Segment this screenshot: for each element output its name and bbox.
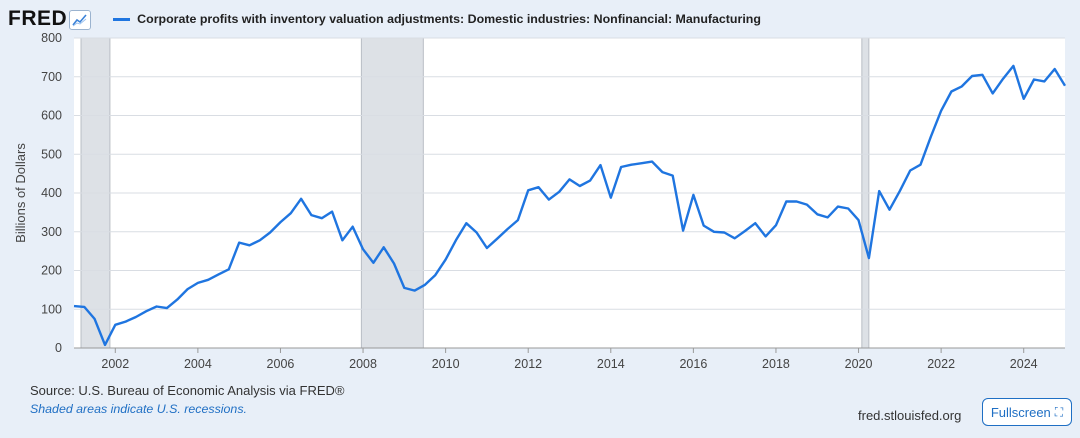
y-tick-labels: 0 100 200 300 400 500 600 700 800 <box>41 31 62 355</box>
x-tick-label: 2016 <box>679 357 707 371</box>
x-tick-labels: 2002 2004 2006 2008 2010 2012 2014 2016 2018 2020… <box>101 348 1038 371</box>
x-tick-label: 2008 <box>349 357 377 371</box>
x-tick-label: 2018 <box>762 357 790 371</box>
y-axis-label: Billions of Dollars <box>13 143 28 243</box>
y-tick-label: 200 <box>41 264 62 278</box>
y-tick-label: 400 <box>41 186 62 200</box>
series-lines <box>73 64 1067 347</box>
x-tick-label: 2024 <box>1010 357 1038 371</box>
x-tick-label: 2006 <box>267 357 295 371</box>
y-tick-label: 500 <box>41 147 62 161</box>
recession-note: Shaded areas indicate U.S. recessions. <box>30 402 247 416</box>
fullscreen-button[interactable]: Fullscreen ⛶ <box>982 398 1072 426</box>
x-tick-label: 2020 <box>845 357 873 371</box>
legend-swatch <box>113 17 131 21</box>
x-tick-label: 2012 <box>514 357 542 371</box>
gridlines <box>74 37 1065 310</box>
chart-legend: Corporate profits with inventory valuati… <box>113 12 761 26</box>
y-tick-label: 0 <box>55 341 62 355</box>
source-text: Source: U.S. Bureau of Economic Analysis… <box>30 383 345 398</box>
chart-header: FRED Corporate profits with inventory va… <box>8 6 761 32</box>
y-tick-label: 600 <box>41 109 62 123</box>
trend-line-icon <box>69 10 92 30</box>
fullscreen-label: Fullscreen <box>990 404 1051 420</box>
site-link[interactable]: fred.stlouisfed.org <box>858 408 962 423</box>
y-tick-label: 100 <box>41 302 62 316</box>
legend-series-label: Corporate profits with inventory valuati… <box>137 12 761 26</box>
x-tick-label: 2022 <box>927 357 955 371</box>
y-tick-label: 300 <box>41 225 62 239</box>
y-tick-label: 700 <box>41 70 62 84</box>
x-tick-label: 2004 <box>184 357 212 371</box>
x-tick-label: 2010 <box>432 357 460 371</box>
x-tick-label: 2014 <box>597 357 625 371</box>
y-tick-label: 800 <box>41 31 62 45</box>
fred-logo[interactable]: FRED <box>8 7 68 30</box>
expand-corners-icon: ⛶ <box>1054 404 1064 419</box>
series-line[interactable] <box>73 64 1067 347</box>
x-tick-label: 2002 <box>101 357 129 371</box>
